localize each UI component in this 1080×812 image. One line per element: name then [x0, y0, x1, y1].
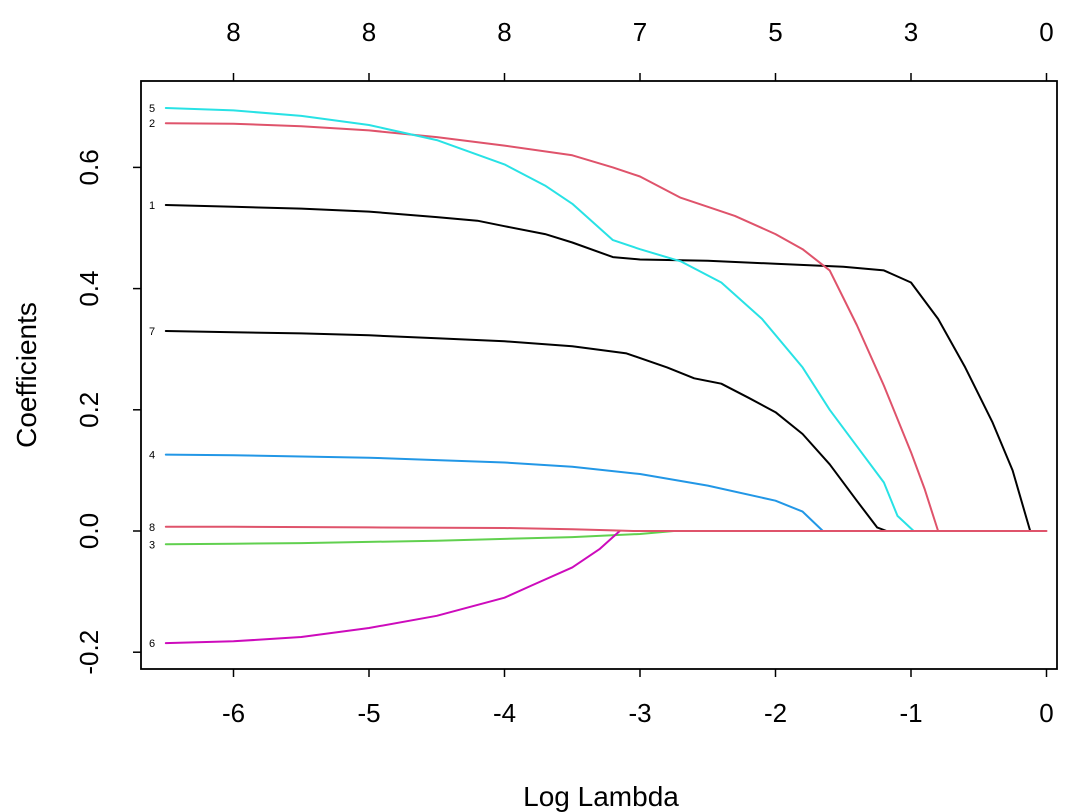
top-tick-label: 3	[904, 17, 918, 47]
y-tick-label: -0.2	[74, 630, 104, 675]
variable-label-7: 7	[149, 326, 155, 338]
variable-label-3: 3	[149, 539, 155, 551]
series-line-1	[164, 204, 1032, 532]
x-tick-label: -3	[628, 698, 651, 728]
variable-labels: 1 2 3 4 5 6 7 8	[149, 103, 155, 650]
y-tick-label: 0.0	[74, 513, 104, 549]
x-tick-label: -4	[493, 698, 516, 728]
top-tick-label: 8	[497, 17, 511, 47]
variable-label-2: 2	[149, 118, 155, 130]
plot-frame	[140, 80, 1058, 670]
variable-label-1: 1	[149, 200, 155, 212]
top-tick-label: 0	[1039, 17, 1053, 47]
series-line-2	[164, 122, 940, 532]
series-line-3	[164, 530, 675, 546]
series-line-6	[164, 530, 621, 645]
y-axis-left: -0.2 0.0 0.2 0.4 0.6	[74, 149, 141, 675]
variable-label-4: 4	[149, 450, 155, 462]
top-tick-label: 8	[362, 17, 376, 47]
x-tick-label: 0	[1039, 698, 1053, 728]
variable-label-5: 5	[149, 103, 155, 115]
series-line-5	[164, 107, 915, 532]
x-axis-bottom: -6 -5 -4 -3 -2 -1 0	[222, 669, 1054, 728]
y-tick-label: 0.4	[74, 271, 104, 307]
series-line-8	[164, 525, 1048, 532]
series-line-4	[164, 453, 824, 532]
y-axis-title: Coefficients	[11, 302, 42, 448]
top-tick-label: 8	[226, 17, 240, 47]
y-tick-label: 0.2	[74, 392, 104, 428]
x-tick-label: -1	[899, 698, 922, 728]
y-tick-label: 0.6	[74, 149, 104, 185]
top-tick-label: 7	[633, 17, 647, 47]
x-axis-title: Log Lambda	[523, 781, 679, 812]
top-tick-label: 5	[768, 17, 782, 47]
x-tick-label: -5	[357, 698, 380, 728]
variable-label-8: 8	[149, 522, 155, 534]
variable-label-6: 6	[149, 638, 155, 650]
series-layer	[164, 107, 1048, 645]
x-tick-label: -6	[222, 698, 245, 728]
series-line-7	[164, 330, 888, 532]
x-axis-top: 8 8 8 7 5 3 0	[226, 17, 1054, 81]
x-tick-label: -2	[764, 698, 787, 728]
